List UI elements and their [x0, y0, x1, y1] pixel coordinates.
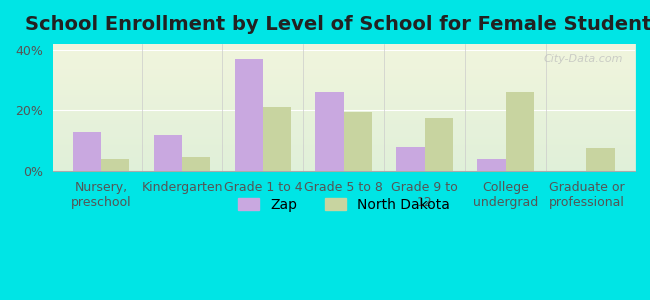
Bar [506, 92, 534, 171]
Legend: Zap, North Dakota: Zap, North Dakota [233, 192, 455, 217]
Bar [424, 118, 453, 171]
Bar [396, 147, 424, 171]
Bar [586, 148, 615, 171]
Bar [477, 159, 506, 171]
Bar [315, 92, 344, 171]
Bar [182, 157, 211, 171]
Bar [153, 135, 182, 171]
Bar [73, 132, 101, 171]
Bar [263, 107, 291, 171]
Title: School Enrollment by Level of School for Female Students: School Enrollment by Level of School for… [25, 15, 650, 34]
Bar [344, 112, 372, 171]
Bar [101, 159, 129, 171]
Text: City-Data.com: City-Data.com [544, 54, 623, 64]
Bar [235, 59, 263, 171]
